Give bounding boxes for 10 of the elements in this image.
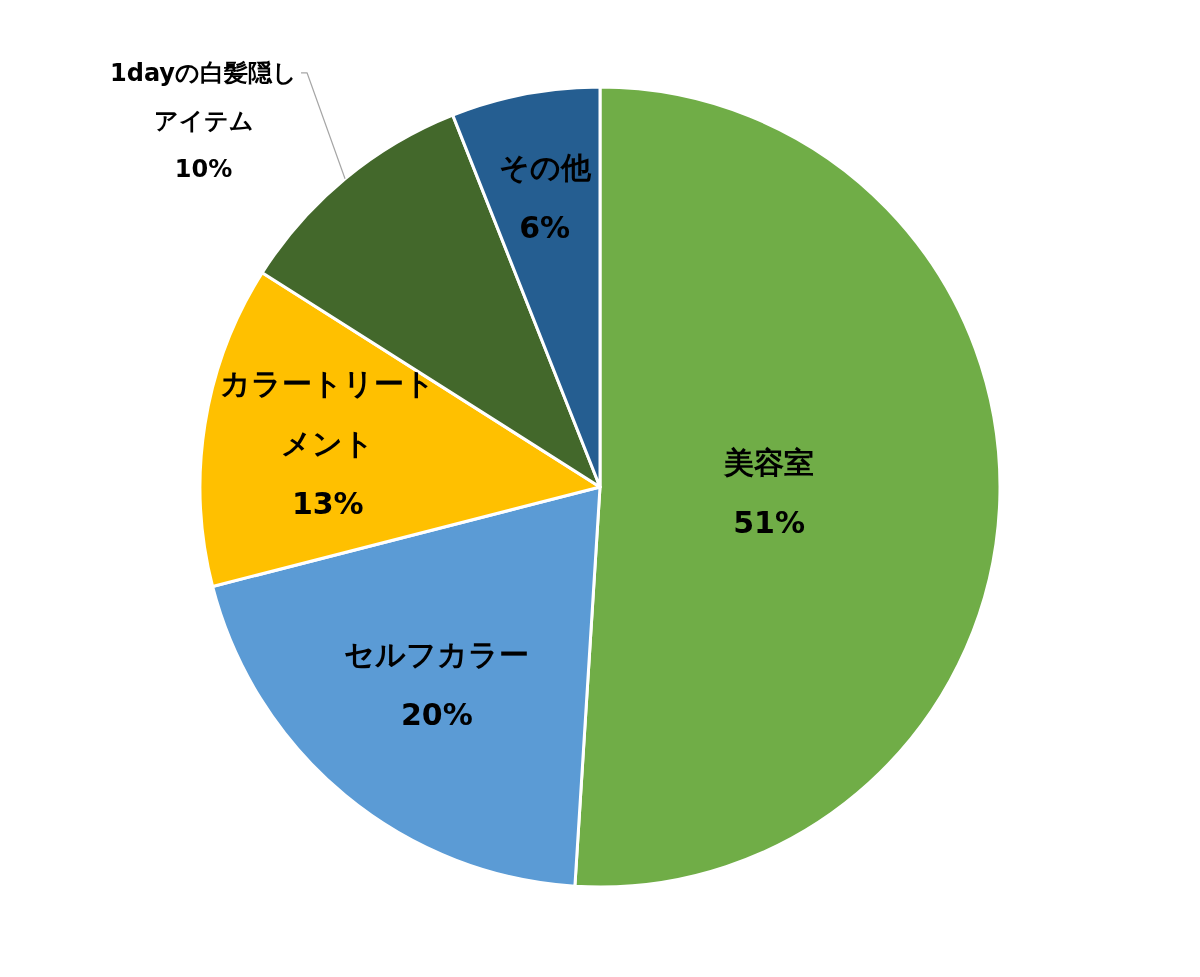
data-label: 6%: [519, 209, 571, 245]
data-label: 13%: [291, 486, 364, 522]
data-label: 20%: [400, 696, 473, 732]
data-label: 10%: [174, 154, 233, 183]
slice-label: セルフカラー: [344, 636, 530, 672]
slice-label: その他: [498, 149, 592, 185]
slice-label: カラートリートメント: [220, 366, 436, 462]
data-label: 51%: [733, 504, 806, 540]
slice-label: 1dayの白髪隠しアイテム: [110, 58, 298, 135]
slice-label: 美容室: [723, 444, 815, 480]
